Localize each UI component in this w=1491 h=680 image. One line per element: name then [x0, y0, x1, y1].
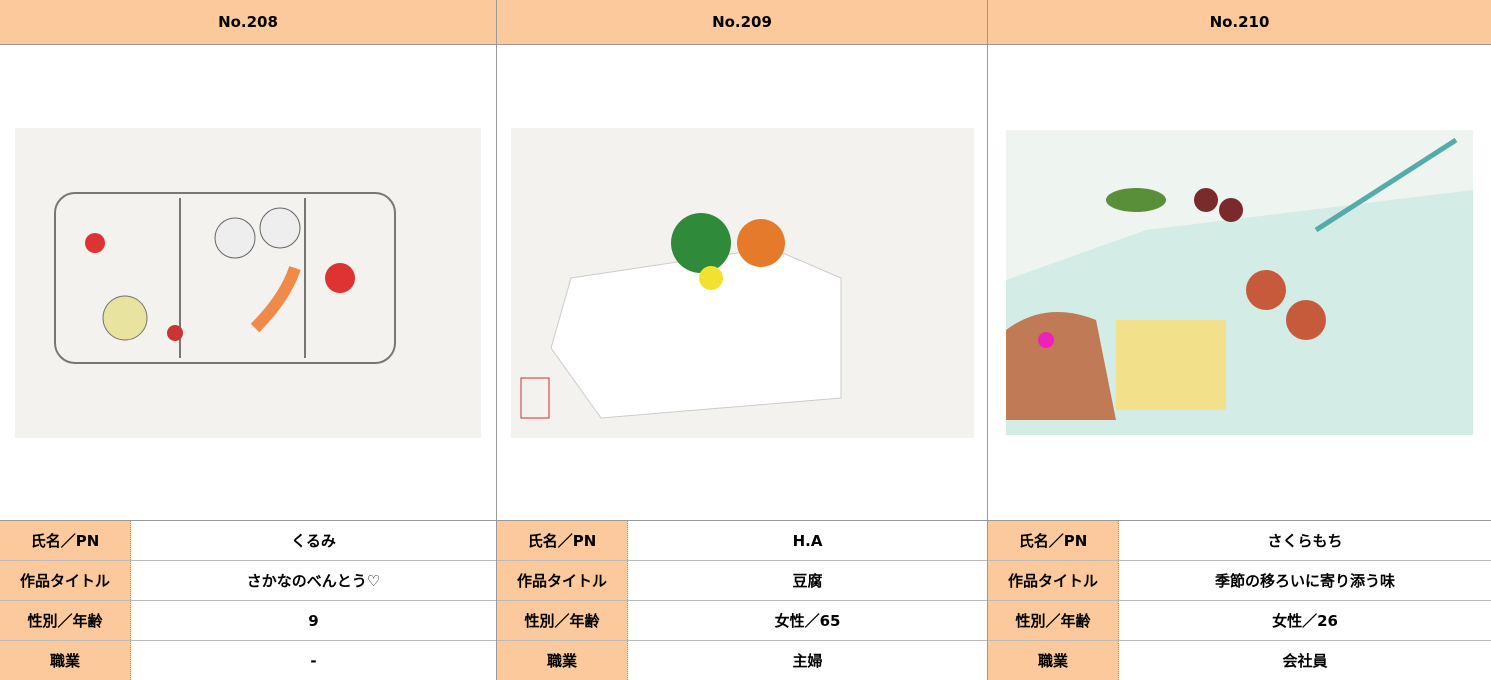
info-value: さくらもち	[1267, 532, 1343, 551]
info-value: 女性／26	[1272, 612, 1338, 631]
entry-number: No.209	[497, 0, 987, 45]
info-row: 職業 -	[0, 641, 496, 680]
info-label: 性別／年齢	[0, 601, 131, 641]
info-label: 職業	[497, 641, 628, 680]
entry-column: No.209 氏名／PN H.A 作品タイトル 豆腐性別／年齢 女性／65 職業 主婦	[497, 0, 988, 680]
info-value: さかなのべんとう♡	[246, 572, 381, 591]
info-row: 性別／年齢 女性／26	[988, 601, 1491, 642]
info-row: 職業 主婦	[497, 641, 987, 680]
info-value: 豆腐	[792, 572, 823, 591]
artwork	[497, 45, 987, 522]
entry-column: No.210 氏名／PN さくらもち作品タイトル 季節の移ろいに寄り添う味性別／年齢 女…	[988, 0, 1491, 680]
info-label: 作品タイトル	[497, 561, 628, 601]
info-label: 氏名／PN	[988, 521, 1119, 561]
info-row: 性別／年齢 女性／65	[497, 601, 987, 642]
info-label: 作品タイトル	[0, 561, 131, 601]
info-label: 氏名／PN	[497, 521, 628, 561]
info-row: 作品タイトル 季節の移ろいに寄り添う味	[988, 561, 1491, 602]
info-label: 性別／年齢	[988, 601, 1119, 641]
info-row: 職業 会社員	[988, 641, 1491, 680]
info-value: -	[310, 651, 317, 670]
info-label: 職業	[0, 641, 131, 680]
info-row: 氏名／PN さくらもち	[988, 521, 1491, 562]
entry-column: No.208 氏名／PN くるみ作品タイトル さかなのべんとう♡ 性別／年齢 9 職業 -	[0, 0, 497, 680]
info-label: 氏名／PN	[0, 521, 131, 561]
info-label: 職業	[988, 641, 1119, 680]
info-label: 性別／年齢	[497, 601, 628, 641]
info-row: 作品タイトル さかなのべんとう♡	[0, 561, 496, 602]
info-label: 作品タイトル	[988, 561, 1119, 601]
info-row: 氏名／PN H.A	[497, 521, 987, 562]
info-value: 主婦	[792, 652, 823, 671]
artwork	[988, 45, 1491, 522]
info-value: くるみ	[291, 532, 336, 551]
info-value: 9	[308, 611, 319, 630]
artwork	[0, 45, 496, 522]
info-value: 会社員	[1282, 652, 1328, 671]
info-value: 女性／65	[774, 612, 841, 631]
info-value: H.A	[792, 531, 823, 550]
info-row: 性別／年齢 9	[0, 601, 496, 642]
entry-number: No.210	[988, 0, 1491, 45]
entry-number: No.208	[0, 0, 496, 45]
info-value: 季節の移ろいに寄り添う味	[1214, 572, 1395, 591]
info-row: 作品タイトル 豆腐	[497, 561, 987, 602]
info-row: 氏名／PN くるみ	[0, 521, 496, 562]
